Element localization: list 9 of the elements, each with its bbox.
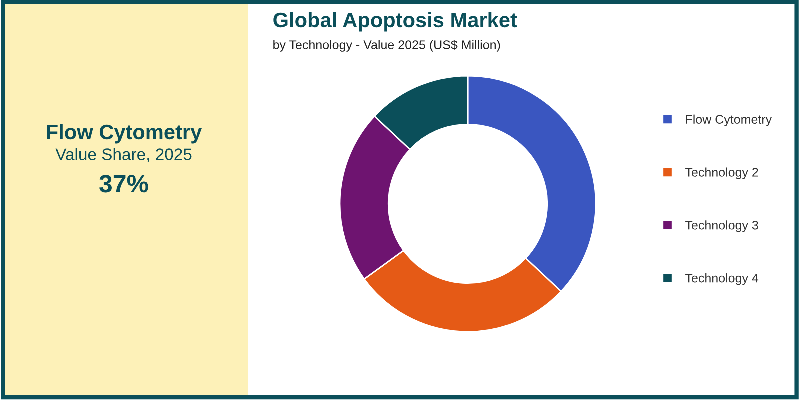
text: Value Share, 2025 xyxy=(56,148,192,162)
legend-label: Flow Cytometry xyxy=(686,114,772,126)
chart-title: Global Apoptosis Market xyxy=(274,12,518,32)
legend-label: Technology 4 xyxy=(686,274,759,286)
text: 37% xyxy=(100,175,148,193)
legend-label: Technology 3 xyxy=(686,220,758,232)
legend-label: Technology 2 xyxy=(686,168,758,180)
chart-subtitle: by Technology - Value 2025 (US$ Million) xyxy=(274,40,500,52)
text: Flow Cytometry xyxy=(47,124,202,144)
